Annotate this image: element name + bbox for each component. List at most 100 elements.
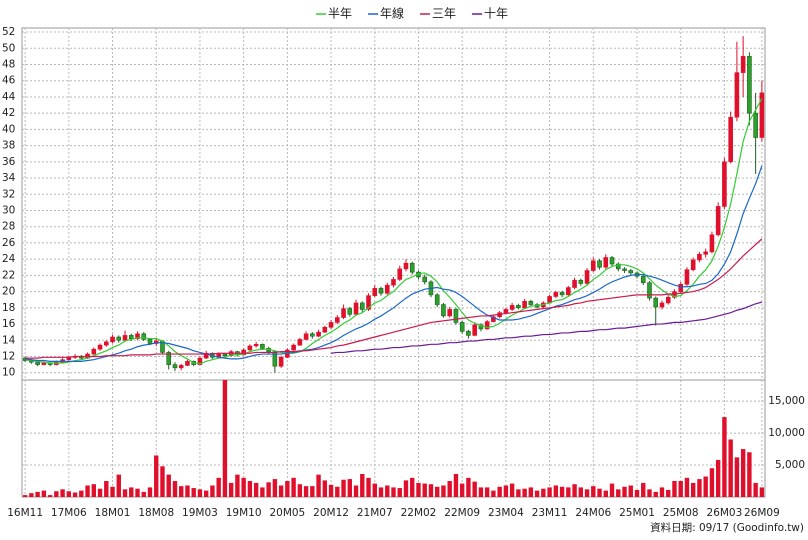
volume-bar [85,485,90,497]
volume-bar [122,489,128,497]
volume-bar [347,479,352,497]
volume-bar [566,487,571,497]
candle-body [522,301,527,309]
volume-bar [603,490,608,497]
volume-bar [503,485,509,497]
candle-body [341,308,346,318]
candle-body [478,324,484,330]
volume-bar [310,486,315,497]
volume-bar [41,490,47,497]
x-tick-label: 20M12 [313,507,349,519]
volume-bar [547,487,552,497]
volume-bar [179,486,184,497]
candle-body [222,353,228,356]
volume-bar [260,487,265,497]
volume-bar [684,477,690,497]
candle-body [353,302,359,315]
candle-body [441,304,446,317]
candle-body [35,361,40,365]
volume-bar [597,488,602,497]
volume-bar [628,485,633,497]
volume-bar [435,486,440,497]
candle-body [566,287,571,296]
candle-body [759,92,765,138]
volume-bar [72,492,78,497]
candle-body [91,348,97,355]
volume-bar [328,484,334,497]
x-tick-label: 26M03 [707,507,743,519]
ma-line [25,165,763,362]
volume-bar [272,479,278,497]
volume-bar [303,486,309,497]
y-tick-label: 10 [2,367,15,379]
candle-body [103,341,109,346]
volume-bar [154,455,159,497]
volume-bar [484,487,490,497]
candle-body [628,270,634,274]
candle-body [378,288,384,294]
volume-bar [509,483,515,497]
y-tick-label: 50 [2,42,15,54]
volume-bar [553,485,559,497]
candle-body [303,333,309,340]
candle-body [372,288,378,296]
volume-bar [578,487,584,497]
x-tick-label: 20M05 [269,507,305,519]
volume-bar [715,459,721,497]
volume-bar [91,484,97,497]
volume-bar [60,489,65,497]
candle-body [310,333,315,337]
volume-bar [66,491,72,497]
volume-bar [722,417,727,497]
volume-bar [591,486,596,497]
volume-bar [166,474,171,497]
volume-bar [216,477,221,497]
candle-body [316,331,321,337]
volume-bar [228,482,234,497]
candle-body [359,302,365,310]
volume-bar [297,484,303,497]
x-tick-label: 17M06 [51,507,87,519]
volume-bar [666,489,671,497]
volume-bar [672,481,677,497]
candle-body [422,276,428,283]
volume-bar [147,487,153,497]
volume-bar [491,490,496,497]
candle-body [472,324,477,336]
candle-body [391,279,396,286]
candle-body [597,260,602,268]
volume-bar [728,439,733,497]
volume-bar [385,485,390,497]
candle-body [347,308,353,315]
x-tick-label: 24M06 [575,507,611,519]
volume-bar [110,486,115,497]
volume-bar [653,491,658,497]
y-tick-label: 36 [2,156,16,168]
x-tick-label: 18M08 [138,507,174,519]
candle-body [528,301,534,305]
volume-bar [235,474,240,497]
candle-body [553,292,559,297]
x-tick-label: 25M08 [663,507,699,519]
candle-body [403,262,409,270]
candle-body [291,344,296,351]
candle-body [366,295,371,310]
volume-bar [759,487,765,497]
volume-bar [316,474,321,497]
volume-bar [403,480,409,497]
candle-body [722,161,727,207]
volume-bar [253,482,259,497]
candle-body [728,116,733,163]
volume-bar [54,491,59,497]
candle-body [447,309,452,317]
candle-body [247,345,253,351]
volume-bar [622,486,627,497]
volume-bar [291,477,296,497]
volume-bar [29,493,34,497]
candle-body [453,309,459,323]
volume-bar [478,487,484,497]
volume-bar [135,488,140,497]
candle-body [740,56,746,73]
volume-tick-label: 15,000 [768,395,805,407]
volume-bar [497,486,502,497]
